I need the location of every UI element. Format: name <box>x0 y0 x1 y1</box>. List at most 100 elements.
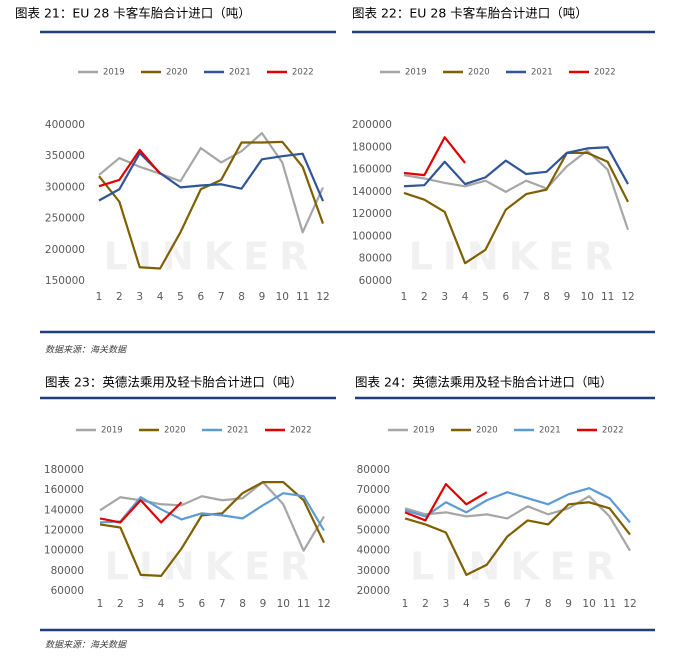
legend-label: 2019 <box>413 426 435 436</box>
legend-label: 2022 <box>602 426 624 436</box>
legend-label: 2021 <box>539 426 561 436</box>
y-tick-label: 180000 <box>44 464 84 476</box>
source-note: 数据来源：海关数据 <box>45 345 128 356</box>
x-tick-label: 5 <box>483 598 490 610</box>
x-tick-label: 1 <box>402 598 409 610</box>
x-tick-label: 9 <box>565 598 572 610</box>
x-tick-label: 5 <box>482 291 489 303</box>
series-line <box>98 148 161 188</box>
y-tick-label: 100000 <box>44 545 84 557</box>
y-tick-label: 400000 <box>45 119 85 131</box>
x-tick-label: 9 <box>564 291 571 303</box>
series-line <box>403 146 629 188</box>
watermark: LINKER <box>104 235 319 279</box>
chart-title: 图表 23：英德法乘用及轻卡胎合计进口（吨） <box>45 375 302 390</box>
x-tick-label: 5 <box>178 598 185 610</box>
x-tick-label: 5 <box>177 291 184 303</box>
legend-label: 2021 <box>531 68 553 78</box>
x-tick-label: 4 <box>158 598 165 610</box>
x-tick-label: 11 <box>296 291 309 303</box>
x-tick-label: 11 <box>297 598 310 610</box>
y-tick-label: 140000 <box>352 186 392 198</box>
y-tick-label: 200000 <box>352 119 392 131</box>
x-tick-label: 12 <box>621 291 634 303</box>
x-tick-label: 4 <box>462 291 469 303</box>
x-tick-label: 3 <box>443 598 450 610</box>
x-tick-label: 11 <box>601 291 614 303</box>
x-tick-label: 1 <box>97 598 104 610</box>
x-tick-label: 1 <box>401 291 408 303</box>
legend-label: 2019 <box>101 426 123 436</box>
series-line <box>99 499 183 524</box>
source-note: 数据来源：海关数据 <box>45 640 128 651</box>
x-tick-label: 12 <box>623 598 636 610</box>
y-tick-label: 250000 <box>45 213 85 225</box>
series-line <box>403 149 630 231</box>
x-tick-label: 7 <box>218 291 225 303</box>
chart-title: 图表 21：EU 28 卡客车胎合计进口（吨） <box>15 6 251 21</box>
y-tick-label: 80000 <box>357 464 390 476</box>
y-tick-label: 350000 <box>45 150 85 162</box>
series-line <box>404 495 631 552</box>
y-tick-label: 150000 <box>45 275 85 287</box>
legend-label: 2020 <box>166 68 188 78</box>
x-tick-label: 6 <box>197 291 204 303</box>
y-tick-label: 100000 <box>352 230 392 242</box>
y-tick-label: 160000 <box>44 484 84 496</box>
legend-label: 2022 <box>290 426 312 436</box>
y-tick-label: 70000 <box>357 484 390 496</box>
legend-label: 2020 <box>164 426 186 436</box>
x-tick-label: 6 <box>504 598 511 610</box>
watermark: LINKER <box>410 545 625 589</box>
series-line <box>404 501 631 576</box>
x-tick-label: 6 <box>198 598 205 610</box>
x-tick-label: 7 <box>524 598 531 610</box>
x-tick-label: 7 <box>523 291 530 303</box>
x-tick-label: 1 <box>96 291 103 303</box>
chart-title: 图表 24：英德法乘用及轻卡胎合计进口（吨） <box>355 375 612 390</box>
y-tick-label: 160000 <box>352 164 392 176</box>
y-tick-label: 50000 <box>357 525 390 537</box>
x-tick-label: 8 <box>239 598 246 610</box>
y-tick-label: 30000 <box>357 565 390 577</box>
chart-title: 图表 22：EU 28 卡客车胎合计进口（吨） <box>352 6 588 21</box>
watermark: LINKER <box>409 235 624 279</box>
x-tick-label: 4 <box>157 291 164 303</box>
x-tick-label: 2 <box>421 291 428 303</box>
x-tick-label: 2 <box>117 598 124 610</box>
y-tick-label: 120000 <box>352 208 392 220</box>
x-tick-label: 12 <box>317 598 330 610</box>
y-tick-label: 300000 <box>45 181 85 193</box>
legend-label: 2019 <box>405 68 427 78</box>
legend-label: 2021 <box>229 68 251 78</box>
legend-label: 2020 <box>476 426 498 436</box>
x-tick-label: 10 <box>276 291 289 303</box>
x-tick-label: 4 <box>463 598 470 610</box>
x-tick-label: 8 <box>545 598 552 610</box>
x-tick-label: 3 <box>136 291 143 303</box>
legend-label: 2022 <box>594 68 616 78</box>
y-tick-label: 120000 <box>44 525 84 537</box>
series-line <box>403 151 629 265</box>
x-tick-label: 8 <box>543 291 550 303</box>
x-tick-label: 10 <box>582 598 595 610</box>
x-tick-label: 9 <box>259 291 266 303</box>
series-line <box>404 487 631 524</box>
x-tick-label: 3 <box>137 598 144 610</box>
x-tick-label: 11 <box>603 598 616 610</box>
y-tick-label: 180000 <box>352 141 392 153</box>
series-line <box>99 481 325 552</box>
y-tick-label: 60000 <box>359 275 392 287</box>
series-line <box>403 136 466 177</box>
y-tick-label: 60000 <box>51 585 84 597</box>
x-tick-label: 10 <box>581 291 594 303</box>
legend-label: 2022 <box>292 68 314 78</box>
series-line <box>404 483 488 522</box>
legend-label: 2021 <box>227 426 249 436</box>
y-tick-label: 140000 <box>44 504 84 516</box>
y-tick-label: 40000 <box>357 545 390 557</box>
legend-label: 2020 <box>468 68 490 78</box>
x-tick-label: 2 <box>422 598 429 610</box>
